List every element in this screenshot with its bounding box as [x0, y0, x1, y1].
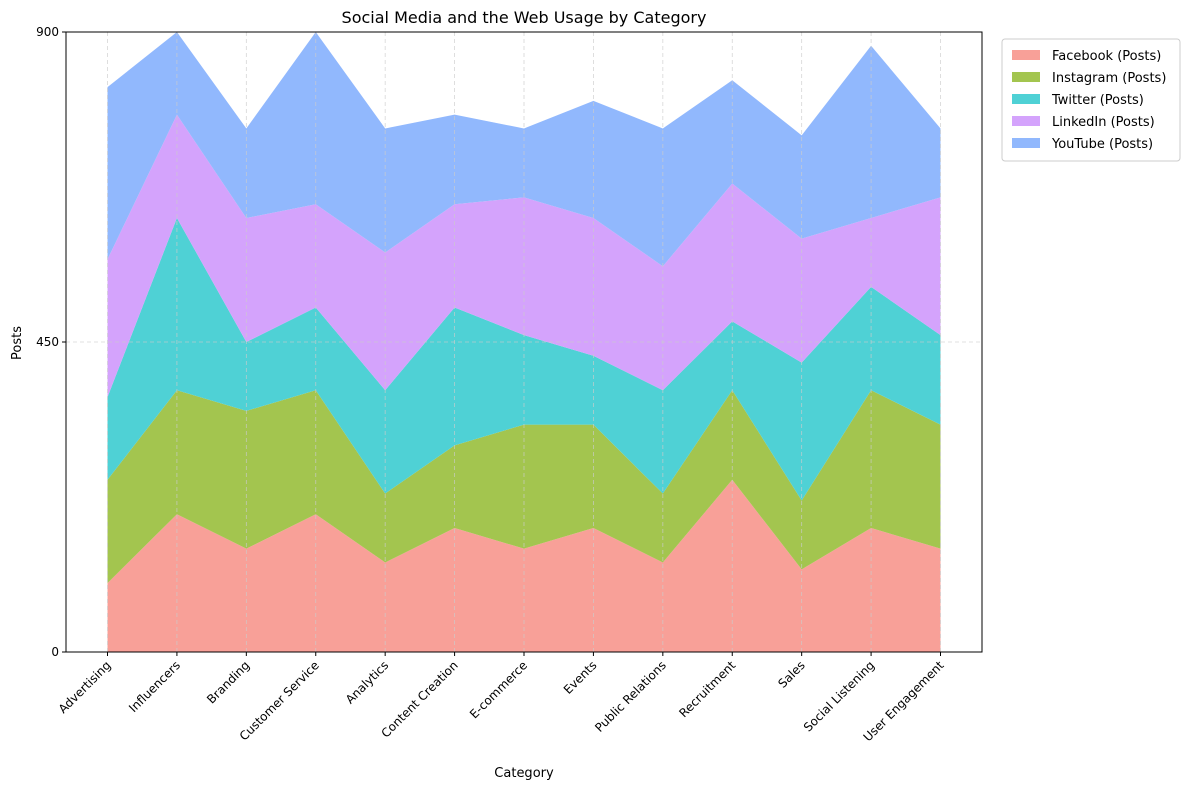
x-tick-label: Public Relations: [592, 658, 669, 735]
x-tick-label: Branding: [204, 658, 252, 706]
legend-swatch: [1012, 50, 1040, 60]
y-axis-label: Posts: [10, 326, 25, 360]
legend-label: Twitter (Posts): [1051, 93, 1144, 108]
legend-swatch: [1012, 94, 1040, 104]
legend-swatch: [1012, 72, 1040, 82]
x-tick-label: Sales: [775, 658, 807, 690]
x-tick-label: Analytics: [343, 658, 391, 706]
area-series-2: [107, 218, 941, 501]
x-axis-label: Category: [494, 766, 554, 781]
x-tick-label: Recruitment: [676, 658, 738, 720]
legend: Facebook (Posts) Instagram (Posts) Twitter…: [1001, 38, 1181, 162]
x-tick-label: Influencers: [126, 658, 183, 715]
y-tick-label: 450: [36, 335, 59, 349]
legend-label: Instagram (Posts): [1052, 71, 1166, 86]
legend-label: LinkedIn (Posts): [1052, 115, 1155, 130]
x-tick-label: Events: [561, 658, 600, 697]
x-tick-label: Social Listening: [801, 658, 877, 734]
legend-label: YouTube (Posts): [1051, 137, 1153, 152]
y-tick-label: 0: [51, 645, 59, 659]
y-ticks: 0 450 900: [36, 25, 66, 659]
x-tick-label: Content Creation: [378, 658, 460, 740]
legend-swatch: [1012, 138, 1040, 148]
x-tick-label: E-commerce: [467, 658, 530, 721]
chart-title: Social Media and the Web Usage by Catego…: [342, 8, 707, 27]
legend-swatch: [1012, 116, 1040, 126]
area-series-3: [107, 114, 941, 398]
legend-label: Facebook (Posts): [1052, 49, 1161, 64]
legend-box: [1001, 38, 1181, 162]
y-tick-label: 900: [36, 25, 59, 39]
grid-lines: [66, 31, 982, 653]
x-tick-label: Advertising: [56, 658, 114, 716]
